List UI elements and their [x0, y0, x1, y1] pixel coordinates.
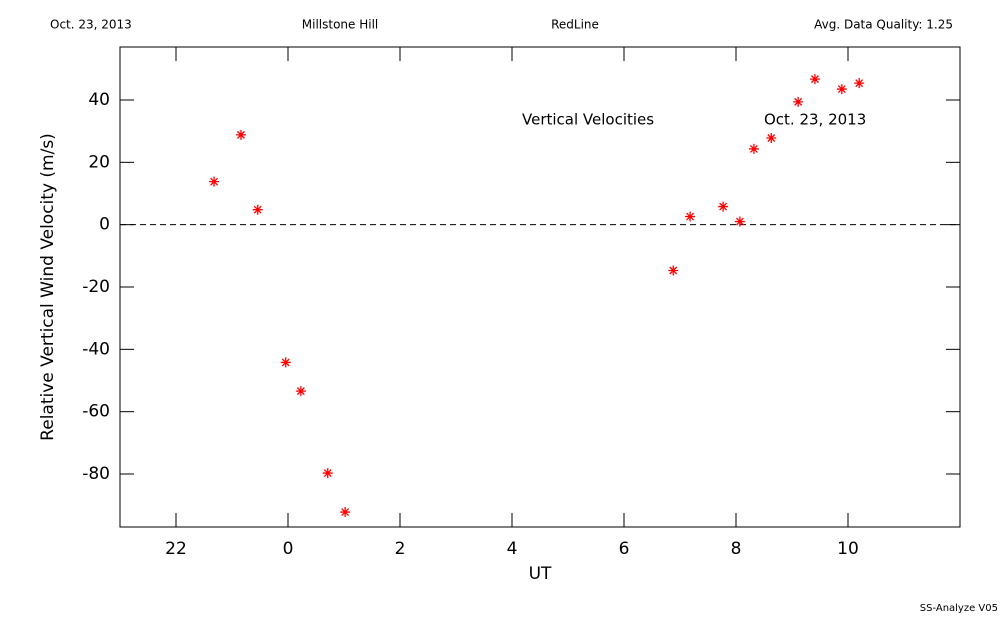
annotation: Oct. 23, 2013	[764, 111, 866, 129]
point	[718, 201, 729, 212]
y-tick-label: 20	[88, 152, 110, 172]
point	[280, 357, 291, 368]
point	[252, 204, 263, 215]
x-tick-label: 22	[165, 539, 187, 559]
y-tick-label: -80	[82, 464, 110, 484]
point	[854, 78, 865, 89]
x-tick-label: 2	[395, 539, 406, 559]
header-instrument: RedLine	[551, 18, 599, 32]
x-axis-label: UT	[529, 564, 552, 584]
footer: SS-Analyze V05	[920, 603, 998, 614]
y-tick-label: 40	[88, 90, 110, 110]
y-tick-label: 0	[99, 215, 110, 235]
annotation: Vertical Velocities	[522, 111, 654, 129]
header-quality: Avg. Data Quality: 1.25	[814, 18, 953, 32]
header-date: Oct. 23, 2013	[50, 18, 132, 32]
point	[322, 468, 333, 479]
x-tick-label: 6	[619, 539, 630, 559]
x-tick-label: 8	[731, 539, 742, 559]
point	[295, 386, 306, 397]
header-site: Millstone Hill	[302, 18, 378, 32]
y-axis-label: Relative Vertical Wind Velocity (m/s)	[38, 133, 58, 441]
point	[809, 74, 820, 85]
point	[668, 265, 679, 276]
y-tick-label: -40	[82, 339, 110, 359]
x-tick-label: 0	[283, 539, 294, 559]
point	[685, 211, 696, 222]
x-tick-label: 4	[507, 539, 518, 559]
point	[766, 133, 777, 144]
point	[209, 176, 220, 187]
y-tick-label: -60	[82, 402, 110, 422]
point	[748, 143, 759, 154]
point	[235, 129, 246, 140]
point	[793, 96, 804, 107]
y-tick-label: -20	[82, 277, 110, 297]
x-tick-label: 10	[837, 539, 859, 559]
point	[836, 84, 847, 95]
point	[340, 507, 351, 518]
point	[734, 216, 745, 227]
